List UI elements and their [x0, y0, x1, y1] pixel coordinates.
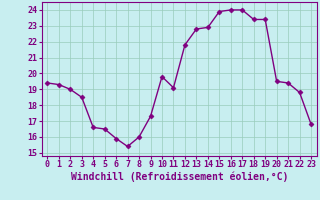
- X-axis label: Windchill (Refroidissement éolien,°C): Windchill (Refroidissement éolien,°C): [70, 172, 288, 182]
